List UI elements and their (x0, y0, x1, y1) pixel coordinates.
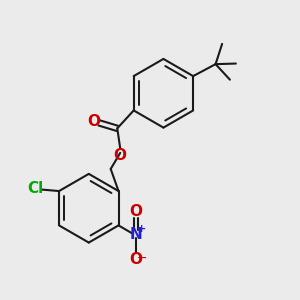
Text: +: + (136, 224, 146, 234)
Text: O: O (113, 148, 126, 163)
Text: N: N (130, 227, 142, 242)
Text: −: − (136, 252, 147, 265)
Text: O: O (129, 252, 142, 267)
Text: O: O (87, 114, 100, 129)
Text: Cl: Cl (27, 182, 43, 196)
Text: O: O (129, 204, 142, 219)
